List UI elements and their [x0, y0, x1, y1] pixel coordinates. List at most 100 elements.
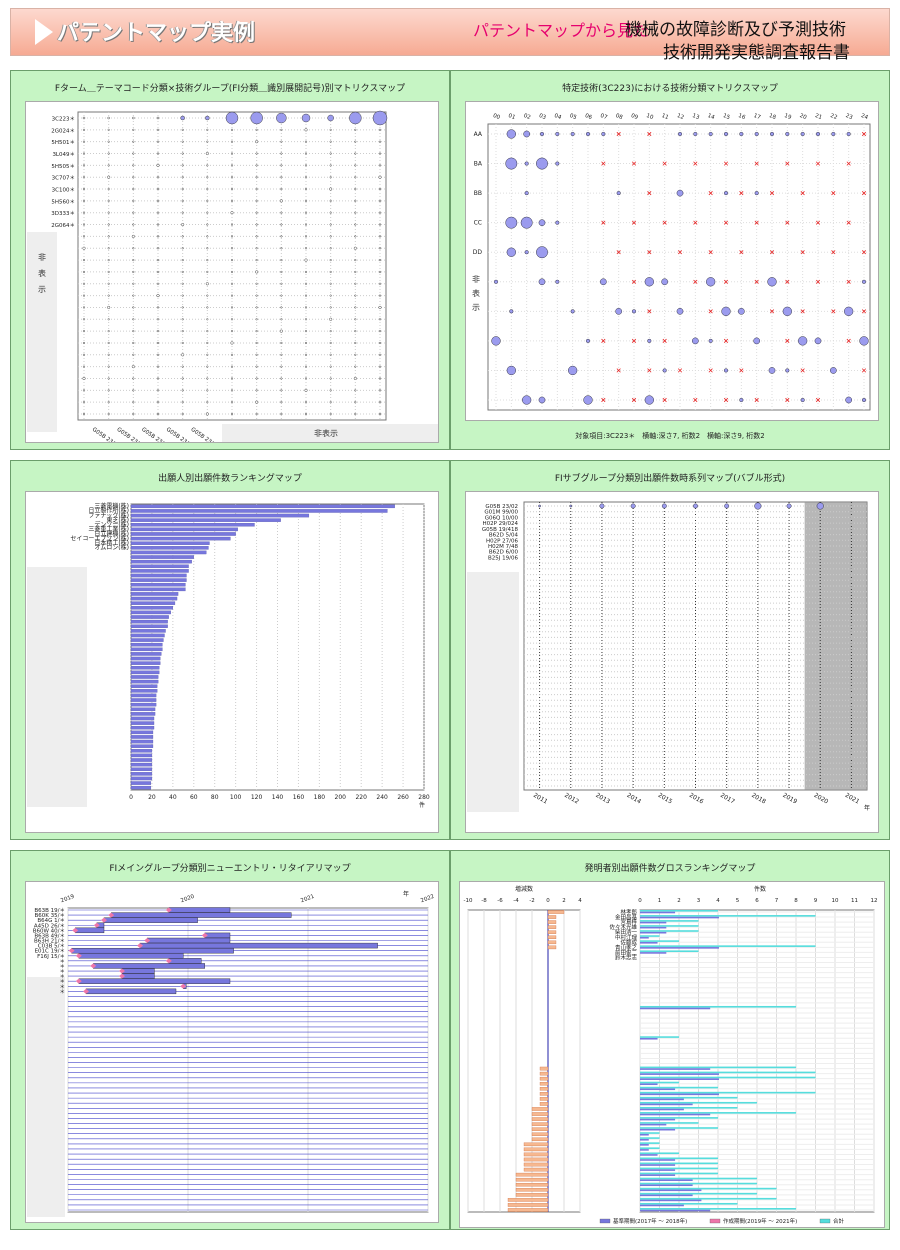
- ranking-bar: [130, 744, 154, 748]
- matrix-bubble: [82, 259, 86, 262]
- matrix-bubble: [280, 341, 283, 345]
- matrix-bubble: [107, 116, 110, 120]
- matrix-bubble: [280, 176, 283, 179]
- base-bar: [640, 952, 667, 954]
- matrix-bubble: [107, 353, 110, 356]
- base-bar: [640, 1209, 711, 1212]
- matrix-bubble: [279, 329, 283, 333]
- cross-mark: [647, 250, 652, 255]
- legend-swatch: [599, 1218, 611, 1224]
- total-bar: [640, 1177, 757, 1180]
- total-bar: [640, 1091, 816, 1094]
- total-bar: [640, 1142, 660, 1144]
- unit-label: 件: [419, 801, 425, 809]
- base-bar: [640, 1189, 702, 1192]
- delta-bar: [515, 1177, 549, 1182]
- applicant-ranking-chart: 0 20 40 60 80 100 120 140 160 180 200 220 240 260 280件…: [25, 491, 439, 833]
- delta-bar: [531, 1117, 549, 1121]
- matrix-bubble: [255, 294, 258, 297]
- tick-label: 180: [314, 794, 326, 801]
- cross-mark: [601, 220, 606, 225]
- total-bar: [640, 910, 718, 912]
- matrix-bubble: [691, 337, 699, 345]
- matrix-bubble: [230, 282, 234, 285]
- plot-area: [67, 907, 429, 1213]
- legend-label: 合計: [833, 1217, 845, 1225]
- delta-bar: [523, 1142, 549, 1147]
- matrix-bubble: [255, 199, 258, 202]
- cross-mark: [631, 161, 637, 166]
- matrix-bubble: [255, 176, 258, 179]
- cross-mark: [754, 220, 759, 225]
- matrix-bubble: [181, 259, 184, 262]
- total-bar: [640, 1208, 796, 1210]
- matrix-bubble: [181, 318, 184, 321]
- column-label: 14: [707, 113, 716, 121]
- matrix-bubble: [82, 330, 86, 333]
- delta-bar: [515, 1182, 549, 1187]
- matrix-bubble: [861, 279, 867, 284]
- tick-label: 4: [716, 898, 720, 904]
- matrix-bubble: [156, 199, 160, 202]
- matrix-bubble: [82, 376, 86, 381]
- entry-bar: [71, 947, 234, 954]
- matrix-bubble: [132, 330, 135, 333]
- matrix-bubble: [555, 161, 560, 166]
- ranking-bar: [130, 541, 210, 545]
- total-bar: [640, 1192, 757, 1195]
- matrix-bubble: [329, 235, 332, 238]
- matrix-bubble: [304, 211, 308, 214]
- category-label: 鈴木忠志: [615, 953, 638, 961]
- matrix-bubble: [280, 211, 283, 214]
- matrix-bubble: [280, 247, 283, 250]
- cross-mark: [815, 279, 821, 284]
- matrix-bubble: [676, 307, 684, 315]
- row-label: 3L049＊: [52, 151, 75, 158]
- matrix-bubble: [230, 128, 234, 131]
- matrix-bubble: [107, 305, 111, 309]
- year-label: 2015: [657, 792, 674, 806]
- matrix-bubble: [354, 211, 357, 214]
- total-bar: [640, 920, 699, 922]
- matrix-bubble: [132, 412, 135, 416]
- cross-mark: [769, 191, 775, 196]
- matrix-bubble: [255, 270, 259, 274]
- ranking-bar: [130, 518, 281, 522]
- matrix-bubble: [329, 164, 332, 167]
- matrix-bubble: [329, 152, 332, 155]
- axis-title: 増減数: [515, 885, 533, 893]
- matrix-bubble: [354, 152, 357, 155]
- tick-label: -8: [481, 898, 487, 904]
- matrix-bubble: [280, 306, 283, 309]
- matrix-bubble: [156, 377, 160, 380]
- matrix-bubble: [82, 318, 86, 321]
- row-label: 3D333＊: [51, 210, 75, 217]
- matrix-bubble: [785, 368, 790, 373]
- matrix-bubble: [708, 338, 713, 343]
- matrix-bubble: [753, 337, 761, 345]
- entry-bar: [139, 942, 378, 949]
- matrix-bubble: [156, 235, 160, 238]
- page-header: パテントマップ実例 パテントマップから見た 機械の故障診断及び予測技術 技術開発…: [10, 8, 890, 63]
- row-label: B63H 21/＊: [34, 938, 65, 945]
- row-label: F16J 15/＊: [37, 953, 65, 960]
- matrix-bubble: [181, 389, 184, 392]
- matrix-bubble: [255, 128, 258, 131]
- matrix-bubble: [353, 246, 357, 250]
- matrix-bubble: [329, 294, 332, 297]
- cross-mark: [631, 220, 637, 225]
- row-label: B62D 6/00: [489, 550, 519, 556]
- matrix-bubble: [206, 259, 209, 262]
- panel-inventor-ranking: 発明者別出願件数グロスランキングマップ 増減数 件数 -10 -8 -6 -4 -2 0 2 4 0…: [450, 850, 890, 1230]
- matrix-bubble: [354, 176, 357, 179]
- base-bar: [640, 1154, 658, 1156]
- matrix-bubble: [706, 277, 716, 287]
- row-label: 3C223＊: [52, 116, 75, 123]
- base-bar: [640, 947, 719, 949]
- matrix-bubble: [280, 365, 283, 368]
- base-bar: [640, 1088, 676, 1091]
- matrix-bubble: [304, 377, 308, 380]
- matrix-bubble: [506, 129, 516, 139]
- base-bar: [640, 1068, 711, 1070]
- matrix-bubble: [677, 131, 683, 137]
